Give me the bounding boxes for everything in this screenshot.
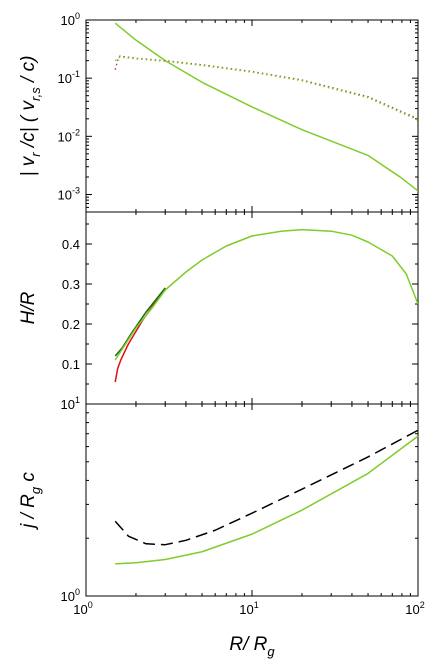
series-line-0	[115, 435, 418, 565]
y-axis-label: H/R	[18, 291, 39, 324]
y-tick-label: 10-2	[58, 127, 80, 144]
y-tick-label: 100	[61, 587, 80, 604]
series-line-1	[114, 287, 166, 357]
y-tick-label: 0.2	[62, 317, 80, 332]
y-tick-label: 0.3	[62, 277, 80, 292]
axes-frame	[85, 403, 419, 597]
x-tick-label: 100	[73, 600, 92, 617]
series-line-1	[114, 429, 418, 546]
y-tick-label: 100	[61, 11, 80, 28]
series-line-0	[114, 287, 166, 383]
axes-frame	[85, 211, 419, 405]
series-line-2	[114, 56, 418, 121]
series-line-0	[114, 22, 418, 192]
y-tick-label: 10-3	[58, 185, 80, 202]
x-tick-label: 101	[239, 600, 258, 617]
series-line-2	[114, 228, 418, 361]
x-axis-label: R/ Rg	[229, 634, 275, 659]
y-axis-label: j / Rg c	[18, 472, 43, 531]
x-tick-label: 102	[405, 600, 424, 617]
series-line-1	[114, 55, 418, 120]
panel-middle-scale-height: 0.1 0.2 0.3 0.4 H/R	[18, 211, 419, 405]
y-tick-label: 10-1	[58, 69, 80, 86]
y-tick-label: 0.4	[62, 237, 80, 252]
y-tick-label: 101	[61, 395, 80, 412]
y-axis-label: | vr /c| ( vr,s / c)	[18, 56, 43, 177]
y-tick-label: 0.1	[62, 357, 80, 372]
panel-top-velocity: 100 10-1 10-2 10-3 | vr /c| ( vr,s / c)	[18, 11, 419, 213]
axes-frame	[85, 19, 419, 213]
